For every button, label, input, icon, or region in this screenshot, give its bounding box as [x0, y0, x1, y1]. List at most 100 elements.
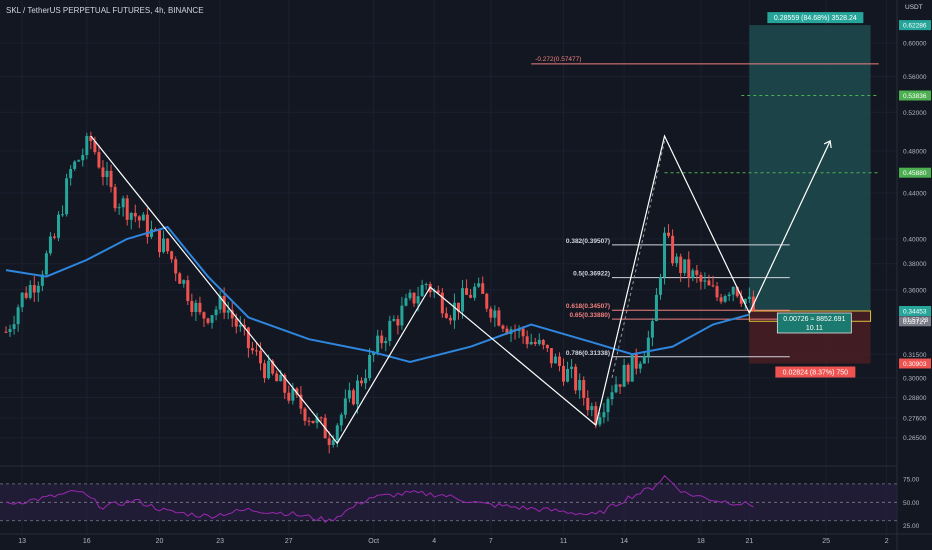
candle-body	[574, 366, 578, 391]
candle-body	[424, 284, 428, 286]
time-tick-label: 25	[822, 538, 830, 545]
price-badge	[899, 167, 931, 178]
candle-body	[20, 292, 24, 308]
candle-body	[311, 420, 315, 424]
candle-body	[372, 352, 376, 356]
candle-body	[166, 238, 170, 252]
candle-body	[16, 307, 20, 325]
candle-body	[202, 312, 206, 319]
candle-body	[57, 214, 61, 238]
price-tick-label: 0.26500	[903, 435, 927, 442]
candle-body	[267, 360, 271, 379]
candle-body	[444, 313, 448, 318]
candle-body	[250, 348, 254, 351]
candle-body	[671, 235, 675, 264]
price-tick-label: 0.40000	[903, 236, 927, 243]
candle-body	[400, 305, 404, 326]
candle-body	[731, 287, 735, 295]
candle-body	[125, 198, 129, 220]
candle-body	[271, 360, 275, 374]
price-badge-text: 0.53836	[903, 93, 927, 100]
time-tick-label: 4	[432, 538, 436, 545]
candle-body	[343, 398, 347, 415]
candle-body	[238, 324, 242, 327]
candle-body	[218, 295, 222, 310]
candle-body	[452, 302, 456, 321]
candle-body	[40, 274, 44, 286]
candle-body	[388, 320, 392, 341]
candle-body	[198, 302, 202, 313]
fib-level-label: 0.382(0.39507)	[566, 238, 610, 245]
fib-level-label: 0.65(0.33880)	[570, 312, 610, 319]
candle-body	[339, 414, 343, 426]
candle-body	[24, 292, 28, 298]
candle-body	[8, 328, 12, 333]
rsi-panel: 75.00 50.00 25.00	[0, 465, 920, 530]
candle-body	[594, 406, 598, 425]
candle-body	[287, 392, 291, 401]
candle-body	[149, 229, 153, 237]
candle-body	[626, 364, 630, 382]
time-tick-label: 11	[560, 538, 567, 545]
candle-body	[408, 292, 412, 299]
candle-body	[105, 170, 109, 178]
price-badge	[899, 316, 931, 327]
candle-body	[634, 354, 638, 369]
candle-body	[436, 290, 440, 293]
candle-body	[121, 198, 125, 208]
candle-body	[461, 288, 465, 312]
candle-body	[743, 299, 747, 304]
candle-body	[299, 394, 303, 409]
stop-label-box	[775, 366, 856, 378]
fib-level-label: 0.786(0.31338)	[566, 350, 610, 357]
candle-body	[194, 302, 198, 312]
candle-body	[683, 259, 687, 273]
candle-body	[521, 328, 525, 337]
candle-body	[222, 295, 226, 313]
candle-body	[48, 236, 52, 254]
candle-body	[675, 256, 679, 264]
candle-body	[578, 380, 582, 391]
candle-body	[129, 212, 133, 220]
candle-body	[85, 136, 89, 156]
pattern-line	[90, 134, 750, 445]
candle-body	[687, 259, 691, 278]
candle-body	[473, 286, 477, 298]
candle-body	[392, 319, 396, 321]
candle-body	[89, 136, 93, 142]
time-tick-label: 13	[18, 538, 26, 545]
candle-body	[727, 294, 731, 297]
price-tick-label: 0.27600	[903, 416, 927, 423]
candle-body	[654, 294, 658, 322]
candle-body	[537, 339, 541, 344]
candle-body	[327, 438, 331, 445]
candle-body	[691, 270, 695, 278]
time-axis: 13 16 20 23 27 Oct 4 7 11 14 18 21 25 2	[0, 533, 932, 545]
candle-body	[368, 355, 372, 379]
candle-body	[663, 232, 667, 277]
candle-body	[598, 417, 602, 425]
candle-body	[145, 214, 149, 237]
price-tick-label: 0.36000	[903, 287, 927, 294]
candle-body	[525, 336, 529, 345]
candle-body	[606, 399, 610, 413]
time-tick-label: Oct	[368, 538, 379, 545]
projection-line	[611, 140, 666, 378]
candle-body	[739, 296, 743, 304]
candle-body	[242, 324, 246, 328]
profit-zone	[749, 25, 871, 311]
candle-body	[295, 388, 299, 395]
candle-body	[141, 214, 145, 221]
candle-body	[699, 274, 703, 282]
candle-body	[602, 412, 606, 418]
candle-body	[715, 286, 719, 298]
candle-body	[465, 288, 469, 295]
candle-body	[747, 296, 751, 300]
candle-body	[319, 417, 323, 419]
candle-body	[4, 331, 8, 333]
price-badge-text: 0.34453	[903, 308, 927, 315]
candle-body	[347, 390, 351, 399]
candle-body	[582, 380, 586, 398]
candle-body	[170, 251, 174, 260]
